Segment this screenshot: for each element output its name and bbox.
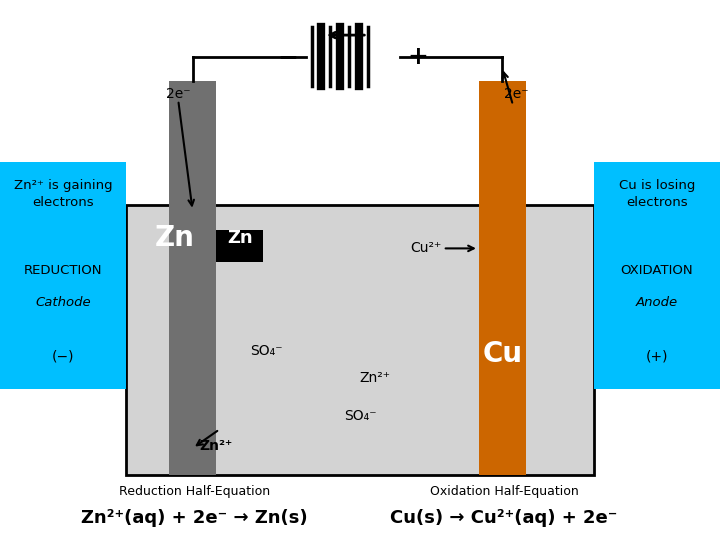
Bar (479, 81, 526, 475)
Text: Zn: Zn (155, 224, 194, 252)
Text: OXIDATION: OXIDATION (621, 264, 693, 276)
Text: Zn²⁺: Zn²⁺ (359, 371, 390, 385)
Bar (594, 162, 720, 389)
Text: Cu(s) → Cu²⁺(aq) + 2e⁻: Cu(s) → Cu²⁺(aq) + 2e⁻ (390, 509, 618, 528)
Text: Zn²⁺(aq) + 2e⁻ → Zn(s): Zn²⁺(aq) + 2e⁻ → Zn(s) (81, 509, 307, 528)
Text: Cu is losing
electrons: Cu is losing electrons (618, 179, 696, 210)
Text: Cathode: Cathode (35, 296, 91, 309)
Text: Zn²⁺ is gaining
electrons: Zn²⁺ is gaining electrons (14, 179, 112, 210)
Text: Zn²⁺: Zn²⁺ (199, 438, 233, 453)
Text: Zn: Zn (227, 228, 253, 247)
Text: 2e⁻: 2e⁻ (504, 87, 529, 102)
Bar (0, 162, 126, 389)
Text: +: + (408, 45, 428, 69)
Bar (169, 81, 216, 475)
Text: 2e⁻: 2e⁻ (166, 87, 191, 102)
Text: Oxidation Half-Equation: Oxidation Half-Equation (430, 485, 578, 498)
Text: Anode: Anode (636, 296, 678, 309)
Text: −: − (277, 45, 299, 69)
Bar (216, 230, 263, 262)
Text: Cu²⁺: Cu²⁺ (410, 241, 441, 255)
Text: SO₄⁻: SO₄⁻ (343, 409, 377, 423)
Text: REDUCTION: REDUCTION (24, 264, 102, 276)
Text: SO₄⁻: SO₄⁻ (250, 344, 283, 358)
Text: Cu: Cu (482, 340, 522, 368)
Text: (+): (+) (646, 349, 668, 363)
Text: (−): (−) (52, 349, 74, 363)
Text: Reduction Half-Equation: Reduction Half-Equation (119, 485, 270, 498)
Bar (126, 205, 594, 475)
